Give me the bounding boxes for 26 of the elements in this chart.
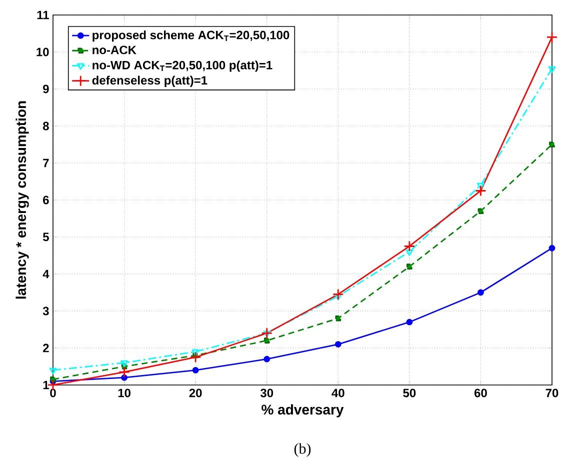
legend-label: no-WD ACK$_{T}$=20,50,100 p(att)=1 [92, 60, 272, 72]
y-tick-label: 9 [43, 84, 49, 94]
legend-label: no-ACK [92, 46, 136, 54]
y-tick-label: 10 [36, 48, 49, 56]
y-tick-label: 4 [42, 270, 50, 278]
text: (b) [294, 443, 311, 457]
x-tick-label: 0 [50, 388, 56, 398]
y-tick-label: 8 [42, 122, 49, 130]
y-tick-label: 7 [43, 158, 49, 168]
x-tick-label: 20 [189, 388, 202, 398]
x-tick-label: 30 [260, 388, 274, 398]
y-tick-label: 1 [43, 380, 49, 390]
y-tick-label: 3 [42, 306, 49, 316]
y-tick-label: 11 [37, 10, 49, 20]
legend-label: proposed scheme ACK$_{T}$=20,50,100 [92, 30, 290, 42]
y-tick-label: 5 [42, 232, 49, 242]
y-axis-title: latency * energy consumption [16, 101, 29, 299]
x-tick-label: 40 [332, 388, 344, 398]
y-tick-label: 2 [43, 344, 49, 352]
x-tick-label: 70 [546, 388, 558, 398]
x-tick-label: 10 [118, 388, 130, 398]
y-tick-label: 6 [43, 196, 49, 204]
x-tick-label: 60 [474, 388, 487, 398]
x-axis-title: % adversary [262, 404, 344, 418]
legend-label: defenseless p(att)=1 [92, 76, 208, 87]
x-tick-label: 50 [403, 388, 416, 398]
